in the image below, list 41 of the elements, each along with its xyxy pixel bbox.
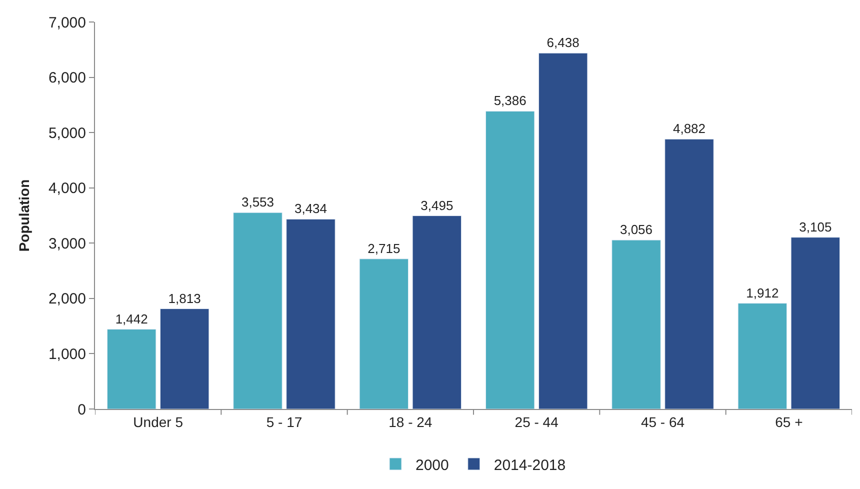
y-tick-label: 4,000: [48, 180, 86, 198]
data-label: 3,495: [420, 198, 454, 213]
bar: [286, 218, 336, 409]
y-tick-label: 5,000: [48, 124, 86, 142]
y-tick-label: 2,000: [48, 290, 86, 308]
bar: [538, 52, 588, 409]
data-label: 3,553: [241, 194, 274, 210]
x-tick-label: Under 5: [133, 414, 184, 430]
data-label: 6,438: [546, 35, 580, 50]
x-tick-label: 18 - 24: [388, 414, 432, 430]
y-tick-label: 0: [78, 401, 86, 418]
bar: [664, 138, 714, 409]
legend-label: 2014-2018: [494, 456, 566, 474]
y-tick-label: 3,000: [48, 235, 86, 252]
bar: [485, 110, 535, 409]
bar: [790, 237, 840, 409]
data-label: 5,386: [494, 93, 526, 108]
y-tick-label: 7,000: [48, 14, 86, 32]
bar: [359, 258, 409, 409]
x-tick-label: 25 - 44: [514, 414, 559, 430]
bar: [106, 329, 156, 409]
data-label: 3,434: [294, 201, 328, 216]
data-label: 3,105: [799, 219, 832, 234]
data-label: 1,813: [168, 290, 201, 306]
x-tick-label: 65 +: [775, 414, 803, 430]
data-label: 3,056: [620, 222, 653, 238]
bar: [233, 212, 282, 409]
x-tick-label: 45 - 64: [640, 414, 685, 430]
data-label: 4,882: [672, 121, 706, 136]
legend-label: 2000: [416, 456, 449, 474]
y-tick-label: 6,000: [48, 70, 86, 87]
x-tick-label: 5 - 17: [266, 414, 302, 430]
bar: [738, 303, 788, 409]
bar: [412, 216, 462, 409]
bar: [612, 240, 661, 409]
y-axis-title: Population: [16, 179, 32, 252]
data-label: 1,912: [746, 285, 779, 300]
y-tick-label: 1,000: [48, 346, 86, 363]
data-label: 1,442: [115, 311, 148, 326]
bar: [160, 308, 210, 409]
data-label: 2,715: [368, 240, 400, 256]
